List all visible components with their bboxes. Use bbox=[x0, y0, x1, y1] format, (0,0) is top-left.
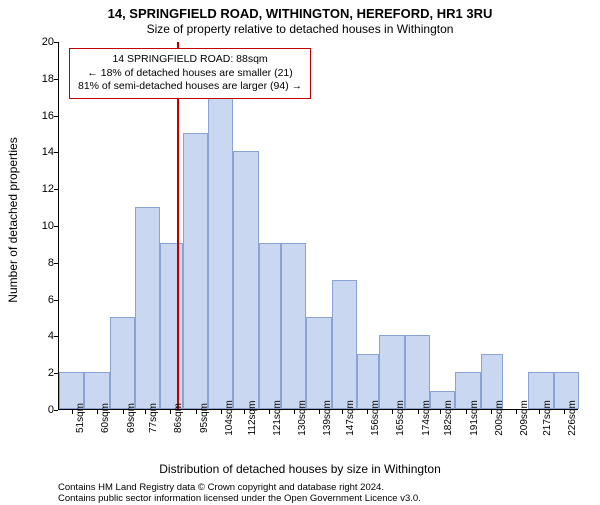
y-tick-label: 14 bbox=[36, 146, 54, 158]
plot-area: 14 SPRINGFIELD ROAD: 88sqm ← 18% of deta… bbox=[58, 42, 578, 410]
x-tick-label: 51sqm bbox=[75, 403, 86, 433]
x-tick-label: 130sqm bbox=[297, 400, 308, 436]
histogram-bar bbox=[281, 243, 306, 409]
y-tick-mark bbox=[54, 373, 58, 374]
y-tick-mark bbox=[54, 189, 58, 190]
x-tick-mark bbox=[539, 410, 540, 414]
histogram-bar bbox=[405, 335, 430, 409]
x-tick-mark bbox=[319, 410, 320, 414]
y-tick-mark bbox=[54, 152, 58, 153]
x-tick-label: 112sqm bbox=[247, 401, 258, 436]
histogram-bar bbox=[233, 151, 258, 409]
x-tick-mark bbox=[516, 410, 517, 414]
x-tick-label: 121sqm bbox=[272, 400, 283, 436]
y-tick-label: 18 bbox=[36, 73, 54, 85]
y-axis-label: Number of detached properties bbox=[6, 137, 20, 302]
x-tick-label: 165sqm bbox=[395, 400, 406, 436]
callout-line1: 14 SPRINGFIELD ROAD: 88sqm bbox=[78, 53, 302, 67]
y-tick-mark bbox=[54, 410, 58, 411]
x-axis-label: Distribution of detached houses by size … bbox=[0, 462, 600, 476]
x-tick-label: 86sqm bbox=[173, 403, 184, 433]
x-tick-label: 69sqm bbox=[126, 403, 137, 433]
chart-subtitle: Size of property relative to detached ho… bbox=[0, 22, 600, 36]
histogram-bar bbox=[160, 243, 182, 409]
x-tick-label: 156sqm bbox=[370, 400, 381, 436]
x-tick-mark bbox=[294, 410, 295, 414]
y-tick-label: 10 bbox=[36, 220, 54, 232]
x-tick-mark bbox=[221, 410, 222, 414]
property-callout: 14 SPRINGFIELD ROAD: 88sqm ← 18% of deta… bbox=[69, 48, 311, 99]
x-tick-label: 209sqm bbox=[519, 400, 530, 436]
y-tick-mark bbox=[54, 226, 58, 227]
x-tick-mark bbox=[145, 410, 146, 414]
y-tick-mark bbox=[54, 263, 58, 264]
x-tick-label: 147sqm bbox=[345, 400, 356, 436]
callout-line2: ← 18% of detached houses are smaller (21… bbox=[78, 67, 302, 81]
x-tick-label: 104sqm bbox=[224, 400, 235, 436]
x-tick-label: 95sqm bbox=[199, 403, 210, 433]
attribution-line2: Contains public sector information licen… bbox=[58, 493, 578, 504]
y-tick-mark bbox=[54, 42, 58, 43]
histogram-bar bbox=[379, 335, 404, 409]
y-tick-label: 2 bbox=[36, 367, 54, 379]
x-tick-mark bbox=[564, 410, 565, 414]
x-tick-label: 174sqm bbox=[421, 400, 432, 436]
histogram-bar bbox=[183, 133, 208, 409]
x-tick-label: 139sqm bbox=[322, 400, 333, 436]
x-tick-label: 226sqm bbox=[567, 400, 578, 436]
callout-line3: 81% of semi-detached houses are larger (… bbox=[78, 80, 302, 94]
y-tick-mark bbox=[54, 336, 58, 337]
x-tick-label: 182sqm bbox=[443, 400, 454, 436]
x-tick-mark bbox=[418, 410, 419, 414]
x-tick-mark bbox=[440, 410, 441, 414]
x-tick-mark bbox=[392, 410, 393, 414]
x-tick-mark bbox=[97, 410, 98, 414]
histogram-bar bbox=[208, 96, 233, 409]
y-tick-mark bbox=[54, 300, 58, 301]
y-tick-label: 0 bbox=[36, 404, 54, 416]
x-tick-mark bbox=[244, 410, 245, 414]
x-tick-mark bbox=[269, 410, 270, 414]
attribution-line1: Contains HM Land Registry data © Crown c… bbox=[58, 482, 578, 493]
y-tick-label: 12 bbox=[36, 183, 54, 195]
y-tick-mark bbox=[54, 116, 58, 117]
chart-title: 14, SPRINGFIELD ROAD, WITHINGTON, HEREFO… bbox=[0, 6, 600, 21]
x-tick-label: 77sqm bbox=[148, 403, 159, 433]
x-tick-mark bbox=[72, 410, 73, 414]
histogram-bar bbox=[332, 280, 357, 409]
x-tick-mark bbox=[466, 410, 467, 414]
x-tick-mark bbox=[196, 410, 197, 414]
attribution-text: Contains HM Land Registry data © Crown c… bbox=[58, 482, 578, 505]
y-tick-label: 20 bbox=[36, 36, 54, 48]
x-tick-mark bbox=[367, 410, 368, 414]
y-tick-label: 8 bbox=[36, 257, 54, 269]
x-tick-label: 217sqm bbox=[542, 400, 553, 436]
x-tick-mark bbox=[170, 410, 171, 414]
x-tick-mark bbox=[491, 410, 492, 414]
y-tick-label: 4 bbox=[36, 330, 54, 342]
histogram-bar bbox=[306, 317, 331, 409]
histogram-bar bbox=[110, 317, 135, 409]
y-tick-label: 6 bbox=[36, 294, 54, 306]
x-tick-mark bbox=[342, 410, 343, 414]
x-tick-mark bbox=[123, 410, 124, 414]
histogram-bar bbox=[259, 243, 281, 409]
x-tick-label: 60sqm bbox=[100, 403, 111, 433]
y-tick-mark bbox=[54, 79, 58, 80]
x-tick-label: 200sqm bbox=[494, 400, 505, 436]
histogram-bar bbox=[135, 207, 160, 409]
y-tick-label: 16 bbox=[36, 110, 54, 122]
x-tick-label: 191sqm bbox=[469, 400, 480, 436]
